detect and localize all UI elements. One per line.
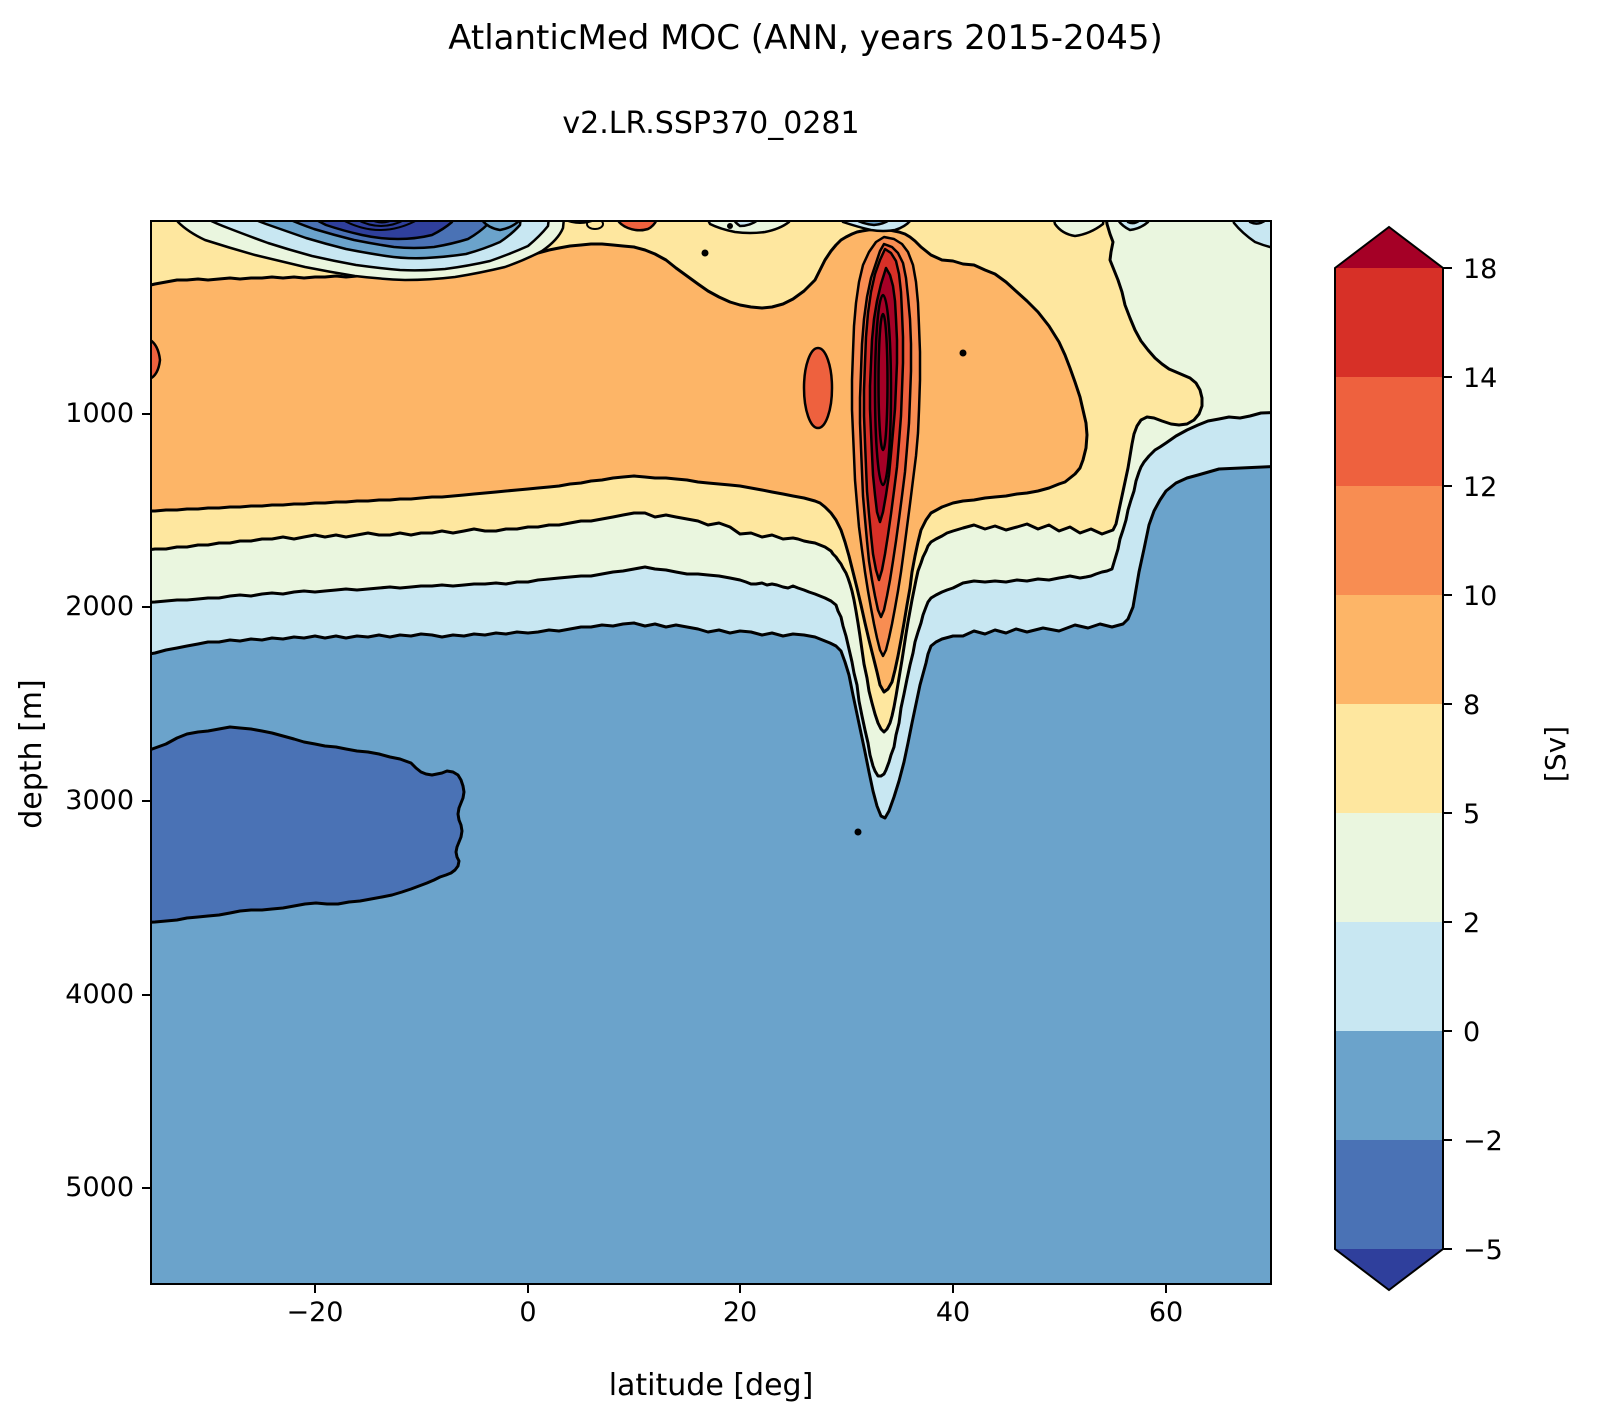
colorbar-ticks: 18 14 12 10 8 5 2 0 −2 −5 [1443,254,1503,1266]
y-tick-label-1000: 1000 [42,399,134,429]
colorbar-tick-label: 18 [1463,254,1497,285]
y-tick-marks [142,414,150,1188]
colorbar-tick-label: 8 [1463,690,1480,721]
x-tick-marks [315,1285,1166,1293]
colorbar-band-bn2_0 [1335,1031,1443,1140]
colorbar-tick-label: 2 [1463,908,1480,939]
tiny-contour-dot-1 [702,250,709,257]
x-tick-label-40: 40 [903,1298,1003,1328]
figure-title: AtlanticMed MOC (ANN, years 2015-2045) [0,18,1611,58]
x-tick-label-m20: −20 [265,1298,365,1328]
tiny-contour-dot-4 [855,829,862,836]
x-axis-label: latitude [deg] [150,1368,1272,1403]
plume-side-lobe [804,348,832,428]
colorbar-tick-label: 10 [1463,581,1497,612]
colorbar-band-b8_10 [1335,595,1443,704]
colorbar-bands [1335,268,1443,1249]
colorbar-tick-label: −5 [1463,1235,1503,1266]
y-tick-label-2000: 2000 [42,592,134,622]
colorbar-arrow-ltneg5 [1335,1249,1443,1290]
contour-field [140,220,1272,1285]
tiny-contour-dot-2 [727,223,733,229]
colorbar-band-b2_5 [1335,813,1443,922]
colorbar: 18 14 12 10 8 5 2 0 −2 −5 [1333,225,1553,1300]
y-tick-label-3000: 3000 [42,786,134,816]
axes-subtitle: v2.LR.SSP370_0281 [150,106,1272,141]
colorbar-band-b12_14 [1335,377,1443,486]
colorbar-tick-label: 14 [1463,363,1497,394]
y-tick-label-5000: 5000 [42,1173,134,1203]
x-tick-label-60: 60 [1116,1298,1216,1328]
colorbar-band-b0_2 [1335,922,1443,1031]
colorbar-tick-label: 12 [1463,472,1497,503]
x-tick-label-20: 20 [690,1298,790,1328]
tiny-contour-dot-3 [960,350,967,357]
colorbar-tick-label: 5 [1463,799,1480,830]
y-axis-label: depth [m] [14,654,46,854]
colorbar-tick-label: −2 [1463,1126,1503,1157]
moc-contour-plot [140,220,1272,1300]
colorbar-band-b5_8 [1335,704,1443,813]
colorbar-band-b10_12 [1335,486,1443,595]
x-tick-label-0: 0 [478,1298,578,1328]
y-tick-label-4000: 4000 [42,980,134,1010]
figure: AtlanticMed MOC (ANN, years 2015-2045) v… [0,0,1611,1425]
colorbar-arrow-gt18 [1335,227,1443,268]
colorbar-band-b14_18 [1335,268,1443,377]
colorbar-band-bn5_n2 [1335,1140,1443,1249]
colorbar-tick-label: 0 [1463,1017,1480,1048]
